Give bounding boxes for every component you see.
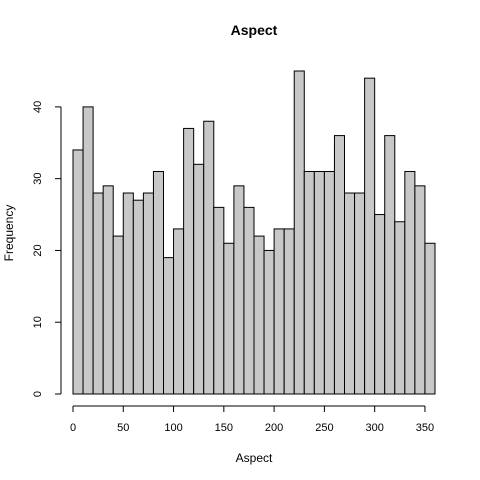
bars-group — [72, 70, 436, 395]
x-tick-label: 250 — [315, 422, 333, 434]
y-tick-label: 40 — [32, 101, 44, 113]
histogram-bar — [394, 221, 406, 395]
histogram-bar — [243, 206, 255, 395]
x-tick-label: 0 — [70, 422, 76, 434]
histogram-bar — [72, 149, 84, 395]
histogram-bar — [213, 206, 225, 395]
histogram-bar — [414, 185, 426, 395]
histogram-bar — [303, 170, 315, 395]
y-tick-label: 20 — [32, 244, 44, 256]
histogram-bar — [354, 192, 366, 395]
histogram-bar — [92, 192, 104, 395]
histogram-bar — [253, 235, 265, 395]
histogram-bar — [173, 228, 185, 395]
histogram-bar — [152, 170, 164, 395]
x-tick-label: 200 — [265, 422, 283, 434]
histogram-bar — [112, 235, 124, 395]
histogram-bar — [374, 214, 386, 395]
histogram-bar — [344, 192, 356, 395]
histogram-bar — [323, 170, 335, 395]
histogram-bar — [263, 249, 275, 395]
x-tick-label: 150 — [215, 422, 233, 434]
histogram-bar — [384, 135, 396, 395]
histogram-bar — [273, 228, 285, 395]
chart-title: Aspect — [231, 22, 278, 38]
histogram-bar — [233, 185, 245, 395]
x-axis-label: Aspect — [236, 451, 273, 465]
histogram-bar — [293, 70, 305, 395]
histogram-bar — [223, 242, 235, 395]
x-tick-label: 100 — [164, 422, 182, 434]
histogram-bar — [82, 106, 94, 395]
histogram-bar — [364, 77, 376, 395]
histogram-bar — [132, 199, 144, 395]
histogram-bar — [203, 120, 215, 395]
y-axis-label: Frequency — [2, 205, 16, 262]
x-tick-label: 350 — [416, 422, 434, 434]
histogram-bar — [193, 163, 205, 395]
histogram-bar — [404, 170, 416, 395]
histogram-bar — [283, 228, 295, 395]
x-axis: 0 50 100 150 200 250 300 350 — [70, 405, 434, 434]
histogram-bar — [333, 135, 346, 395]
histogram-bar — [313, 170, 325, 395]
histogram-bar — [102, 185, 114, 395]
histogram-bar — [122, 192, 134, 395]
y-tick-label: 0 — [32, 391, 44, 397]
histogram-bar — [183, 127, 195, 395]
x-tick-label: 50 — [117, 422, 129, 434]
x-tick-label: 300 — [365, 422, 383, 434]
histogram-bar — [163, 257, 175, 395]
y-tick-label: 10 — [32, 316, 44, 328]
y-tick-label: 30 — [32, 173, 44, 185]
histogram-bar — [424, 242, 436, 395]
histogram-bar — [142, 192, 154, 395]
y-axis: 0 10 20 30 40 — [32, 101, 62, 397]
